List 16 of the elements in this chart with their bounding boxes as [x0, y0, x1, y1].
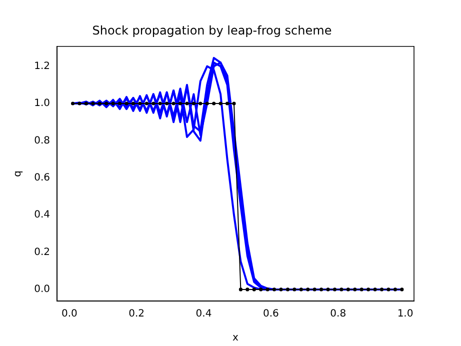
chart-title: Shock propagation by leap-frog scheme — [92, 23, 332, 38]
x-tick-label: 0.0 — [61, 308, 78, 320]
x-tick-label: 0.8 — [330, 308, 346, 320]
y-axis-title: q — [12, 170, 24, 177]
y-tick-label: 1.0 — [34, 98, 50, 110]
y-tick-label: 0.2 — [34, 246, 50, 258]
y-tick-label: 0.4 — [34, 210, 50, 221]
x-tick-label: 0.4 — [196, 308, 212, 320]
x-tick-label: 0.2 — [128, 308, 145, 320]
x-tick-label: 0.6 — [262, 308, 279, 320]
y-tick-label: 1.2 — [34, 60, 50, 72]
x-tick-label: 1.0 — [397, 308, 414, 320]
y-tick-label: 0.8 — [34, 135, 50, 146]
x-axis-title: x — [232, 332, 239, 344]
y-tick-label: 0.0 — [34, 284, 50, 296]
y-tick-label: 0.6 — [34, 172, 50, 184]
